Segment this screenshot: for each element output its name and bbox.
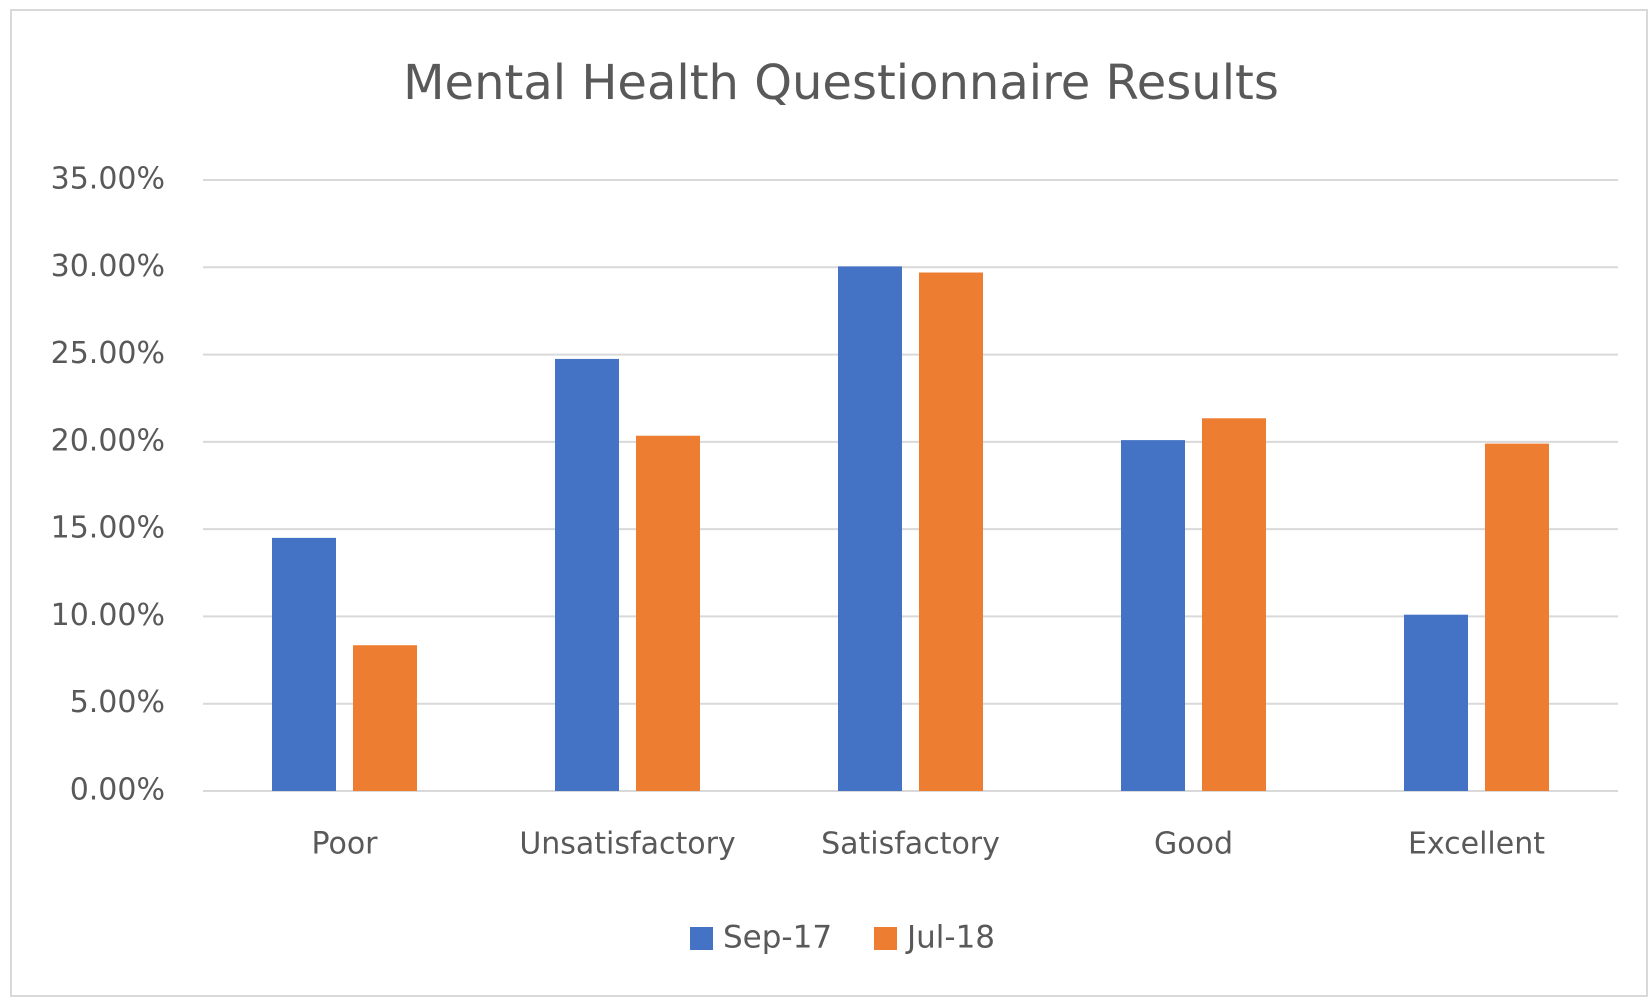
y-tick-label: 10.00% xyxy=(51,598,165,633)
x-tick-label: Unsatisfactory xyxy=(519,827,735,862)
chart-title: Mental Health Questionnaire Results xyxy=(403,55,1279,111)
bar xyxy=(1404,614,1468,791)
y-tick-label: 15.00% xyxy=(51,511,165,546)
bar xyxy=(636,435,700,791)
legend-swatch xyxy=(874,927,897,950)
y-tick-label: 35.00% xyxy=(51,162,165,197)
x-tick-label: Poor xyxy=(311,827,378,862)
bar xyxy=(838,266,902,792)
bar xyxy=(1485,443,1549,791)
y-tick-label: 0.00% xyxy=(70,773,165,808)
legend-swatch xyxy=(690,927,713,950)
y-tick-label: 5.00% xyxy=(70,685,165,720)
x-tick-label: Excellent xyxy=(1408,827,1545,862)
legend-label: Jul-18 xyxy=(905,920,995,956)
x-tick-label: Good xyxy=(1154,827,1233,862)
y-tick-label: 25.00% xyxy=(51,336,165,371)
bar xyxy=(353,645,417,791)
chart-border xyxy=(10,9,1648,997)
x-tick-label: Satisfactory xyxy=(821,827,1000,862)
bar xyxy=(1202,418,1266,791)
y-tick-label: 20.00% xyxy=(51,423,165,458)
bar xyxy=(272,537,336,791)
legend-label: Sep-17 xyxy=(723,920,832,956)
y-tick-label: 30.00% xyxy=(51,249,165,284)
bar xyxy=(555,358,619,791)
bar xyxy=(1121,440,1185,791)
bar xyxy=(919,272,983,792)
